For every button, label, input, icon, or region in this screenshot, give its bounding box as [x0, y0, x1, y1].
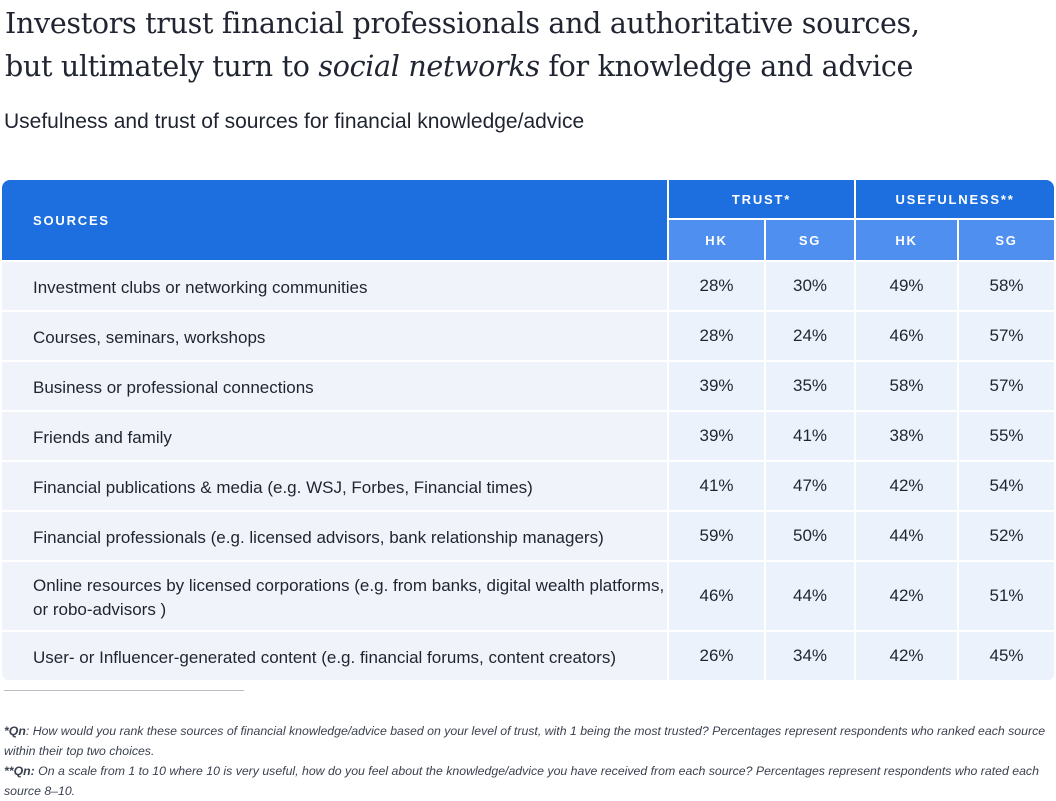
usefulness-hk-cell: 46% — [854, 310, 958, 360]
trust-sg-cell: 47% — [764, 460, 855, 510]
usefulness-sg-cell: 52% — [957, 510, 1055, 560]
footnote-trust: *Qn: How would you rank these sources of… — [4, 721, 1049, 761]
page-title: Investors trust financial professionals … — [5, 2, 1045, 88]
source-cell: Financial publications & media (e.g. WSJ… — [2, 460, 667, 510]
title-line-1: Investors trust financial professionals … — [5, 7, 920, 40]
usefulness-sg-cell: 45% — [957, 630, 1055, 680]
usefulness-sg-header: SG — [957, 220, 1055, 260]
trust-sg-cell: 24% — [764, 310, 855, 360]
footnote-usefulness: **Qn: On a scale from 1 to 10 where 10 i… — [4, 761, 1049, 801]
trust-hk-cell: 26% — [667, 630, 764, 680]
trust-column-header: TRUST* — [667, 180, 855, 220]
usefulness-sg-cell: 57% — [957, 360, 1055, 410]
trust-hk-cell: 59% — [667, 510, 764, 560]
page-subtitle: Usefulness and trust of sources for fina… — [4, 110, 585, 133]
usefulness-column-header: USEFULNESS** — [854, 180, 1055, 220]
usefulness-hk-cell: 38% — [854, 410, 958, 460]
source-cell: Friends and family — [2, 410, 667, 460]
trust-sg-cell: 50% — [764, 510, 855, 560]
trust-hk-cell: 28% — [667, 310, 764, 360]
title-line-2-start: but ultimately turn to — [5, 50, 319, 83]
trust-sg-cell: 30% — [764, 260, 855, 310]
table-row: Investment clubs or networking communiti… — [2, 260, 1055, 310]
table-row: Friends and family 39% 41% 38% 55% — [2, 410, 1055, 460]
table-row: Financial publications & media (e.g. WSJ… — [2, 460, 1055, 510]
title-emphasis: social networks — [318, 50, 540, 83]
trust-sg-cell: 41% — [764, 410, 855, 460]
source-cell: Investment clubs or networking communiti… — [2, 260, 667, 310]
table-row: User- or Influencer-generated content (e… — [2, 630, 1055, 680]
footnote-trust-label: *Qn — [4, 724, 26, 738]
sources-column-header: SOURCES — [2, 180, 667, 260]
trust-hk-cell: 39% — [667, 360, 764, 410]
trust-hk-cell: 28% — [667, 260, 764, 310]
footnote-usefulness-text: On a scale from 1 to 10 where 10 is very… — [4, 764, 1039, 798]
sources-table: SOURCES TRUST* USEFULNESS** HK SG HK SG … — [2, 180, 1055, 680]
footnotes: *Qn: How would you rank these sources of… — [4, 721, 1049, 801]
usefulness-hk-cell: 42% — [854, 630, 958, 680]
trust-hk-cell: 46% — [667, 560, 764, 630]
usefulness-hk-cell: 44% — [854, 510, 958, 560]
trust-sg-cell: 35% — [764, 360, 855, 410]
trust-hk-cell: 41% — [667, 460, 764, 510]
table-row: Financial professionals (e.g. licensed a… — [2, 510, 1055, 560]
source-cell: User- or Influencer-generated content (e… — [2, 630, 667, 680]
footnote-usefulness-label: **Qn: — [4, 764, 35, 778]
usefulness-hk-header: HK — [854, 220, 958, 260]
usefulness-sg-cell: 54% — [957, 460, 1055, 510]
usefulness-hk-cell: 58% — [854, 360, 958, 410]
usefulness-hk-cell: 42% — [854, 560, 958, 630]
usefulness-hk-cell: 49% — [854, 260, 958, 310]
table-row: Business or professional connections 39%… — [2, 360, 1055, 410]
source-cell: Courses, seminars, workshops — [2, 310, 667, 360]
title-line-2-end: for knowledge and advice — [539, 50, 914, 83]
usefulness-hk-cell: 42% — [854, 460, 958, 510]
trust-hk-cell: 39% — [667, 410, 764, 460]
usefulness-sg-cell: 58% — [957, 260, 1055, 310]
usefulness-sg-cell: 51% — [957, 560, 1055, 630]
usefulness-sg-cell: 57% — [957, 310, 1055, 360]
usefulness-sg-cell: 55% — [957, 410, 1055, 460]
trust-sg-cell: 34% — [764, 630, 855, 680]
trust-hk-header: HK — [667, 220, 764, 260]
trust-sg-cell: 44% — [764, 560, 855, 630]
footnote-trust-text: : How would you rank these sources of fi… — [4, 724, 1046, 758]
source-cell: Business or professional connections — [2, 360, 667, 410]
table-body: Investment clubs or networking communiti… — [2, 260, 1055, 680]
table-header: SOURCES TRUST* USEFULNESS** HK SG HK SG — [2, 180, 1055, 260]
trust-sg-header: SG — [764, 220, 855, 260]
source-cell: Financial professionals (e.g. licensed a… — [2, 510, 667, 560]
table-row: Courses, seminars, workshops 28% 24% 46%… — [2, 310, 1055, 360]
table-row: Online resources by licensed corporation… — [2, 560, 1055, 630]
source-cell: Online resources by licensed corporation… — [2, 560, 667, 630]
footnote-divider — [4, 690, 244, 691]
